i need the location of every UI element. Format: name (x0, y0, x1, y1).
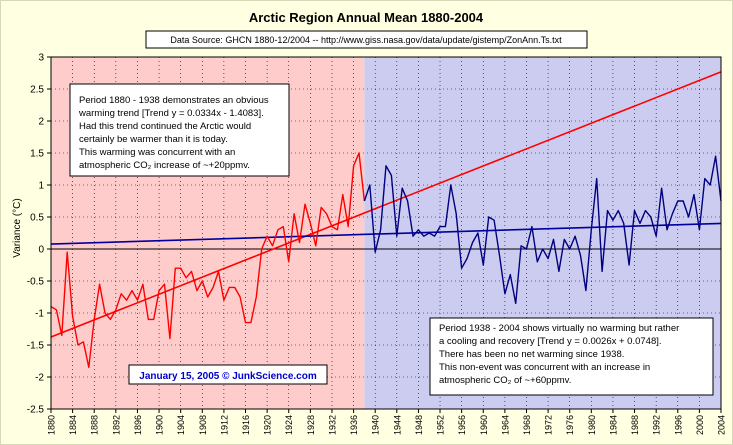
early-annotation-line: Period 1880 - 1938 demonstrates an obvio… (79, 95, 269, 106)
x-tick-label: 1924 (284, 415, 294, 435)
late-annotation: Period 1938 - 2004 shows virtually no wa… (429, 317, 714, 396)
late-annotation-line: Period 1938 - 2004 shows virtually no wa… (439, 323, 679, 334)
x-tick-label: 1884 (68, 415, 78, 435)
trend-lines (50, 71, 722, 338)
x-tick-label: 1972 (544, 415, 554, 435)
data-series (50, 152, 722, 369)
x-tick-label: 1964 (500, 415, 510, 435)
x-tick-label: 1908 (198, 415, 208, 435)
late-annotation-line: There has been no net warming since 1938… (439, 349, 624, 360)
x-tick-label: 1888 (90, 415, 100, 435)
x-tick-label: 1900 (155, 415, 165, 435)
x-tick-label: 1932 (327, 415, 337, 435)
early-annotation-line: This warming was concurrent with an (79, 147, 235, 158)
x-tick-label: 1896 (133, 415, 143, 435)
y-tick-label: -2 (35, 373, 44, 384)
y-tick-label: -1.5 (27, 341, 45, 352)
y-tick-label: 2 (38, 117, 44, 128)
x-tick-label: 1968 (522, 415, 532, 435)
y-tick-label: 3 (38, 53, 44, 64)
y-tick-label: 1.5 (30, 149, 44, 160)
x-tick-label: 1916 (241, 415, 251, 435)
early-annotation: Period 1880 - 1938 demonstrates an obvio… (69, 83, 290, 177)
x-tick-label: 2004 (717, 415, 727, 435)
x-tick-label: 1948 (414, 415, 424, 435)
trend-line (50, 222, 722, 245)
x-tick-label: 1940 (371, 415, 381, 435)
credit-text: January 15, 2005 © JunkScience.com (139, 371, 317, 382)
late-annotation-line: a cooling and recovery [Trend y = 0.0026… (439, 336, 662, 347)
y-tick-label: 2.5 (30, 85, 44, 96)
x-tick-label: 1988 (630, 415, 640, 435)
credit-box: January 15, 2005 © JunkScience.com (128, 364, 328, 385)
series-line (50, 152, 366, 369)
source-box (145, 30, 588, 49)
early-annotation-line: warming trend [Trend y = 0.0334x - 1.408… (78, 108, 264, 119)
x-tick-label: 1960 (479, 415, 489, 435)
y-axis-label: Variance (°C) (12, 198, 23, 257)
late-annotation-line: atmospheric CO₂ of ~+60ppmv. (439, 375, 571, 386)
series-line (363, 155, 722, 305)
x-tick-label: 1904 (176, 415, 186, 435)
x-tick-label: 1880 (47, 415, 57, 435)
chart-title: Arctic Region Annual Mean 1880-2004 (249, 10, 484, 25)
x-tick-label: 1928 (306, 415, 316, 435)
plot-border (50, 56, 722, 410)
y-tick-label: -1 (35, 309, 44, 320)
y-tick-label: 0 (38, 245, 44, 256)
y-tick-label: 1 (38, 181, 44, 192)
early-annotation-line: Had this trend continued the Arctic woul… (79, 121, 251, 132)
y-axis: 3 2.5 2 1.5 1 0.5 0 -0.5 -1 -1.5 -2 -2.5 (27, 53, 51, 416)
early-annotation-line: certainly be warmer than it is today. (79, 134, 228, 145)
x-tick-label: 1912 (219, 415, 229, 435)
y-tick-label: -0.5 (27, 277, 45, 288)
x-tick-label: 1944 (392, 415, 402, 435)
x-tick-label: 1952 (436, 415, 446, 435)
x-tick-label: 1984 (608, 415, 618, 435)
x-tick-label: 1920 (263, 415, 273, 435)
x-tick-label: 1992 (652, 415, 662, 435)
x-tick-label: 1936 (349, 415, 359, 435)
y-tick-label: -2.5 (27, 405, 45, 416)
source-text: Data Source: GHCN 1880-12/2004 -- http:/… (170, 35, 562, 45)
x-tick-label: 2000 (695, 415, 705, 435)
x-tick-label: 1976 (565, 415, 575, 435)
x-axis: 1880 1884 1888 1892 1896 1900 1904 1908 1912 1916… (47, 409, 727, 435)
x-tick-label: 1956 (457, 415, 467, 435)
early-annotation-line: atmospheric CO₂ increase of ~+20ppmv. (79, 160, 250, 171)
x-tick-label: 1996 (673, 415, 683, 435)
x-tick-label: 1892 (111, 415, 121, 435)
trend-line (50, 71, 722, 338)
x-tick-label: 1980 (587, 415, 597, 435)
late-annotation-line: This non-event was concurrent with an in… (439, 362, 650, 373)
y-tick-label: 0.5 (30, 213, 44, 224)
